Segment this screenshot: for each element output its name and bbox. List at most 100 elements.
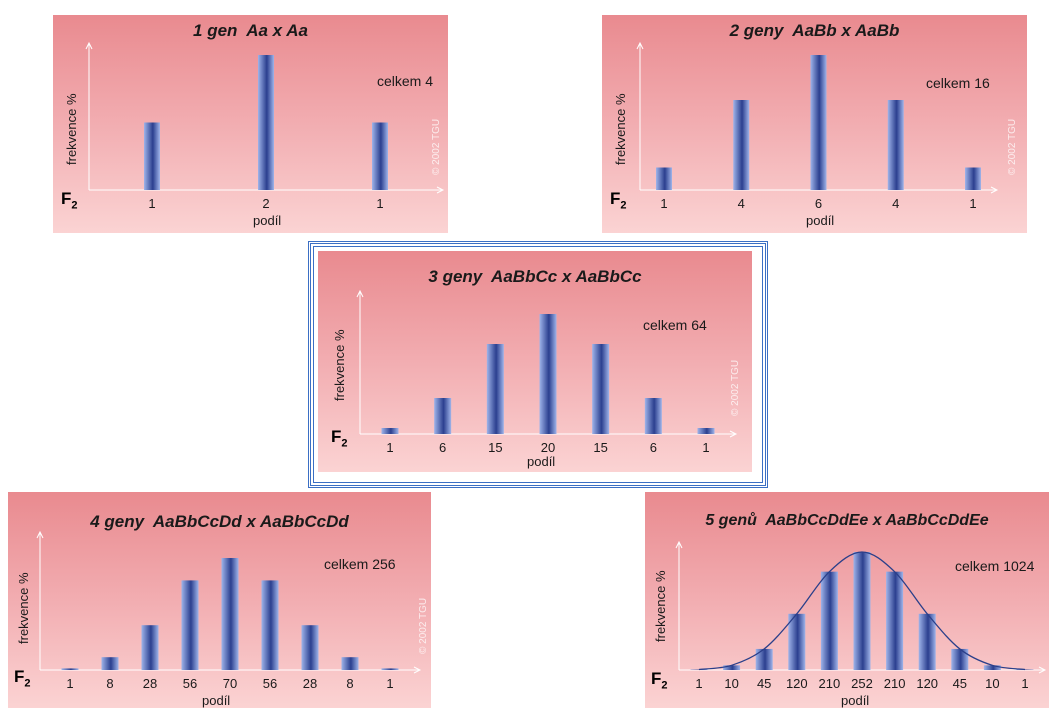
bar [853,552,871,670]
x-tick-label: 120 [916,676,938,691]
bar [656,167,672,190]
chart-title: 5 genů AaBbCcDdEe x AaBbCcDdEe [705,512,989,529]
x-axis-arrow [1038,666,1047,674]
generation-label: F2 [610,189,627,212]
bar [101,657,119,670]
y-axis-arrow [675,540,683,549]
bar [381,668,399,670]
x-tick-label: 28 [303,676,317,691]
bar [788,613,806,670]
total-label: celkem 64 [643,317,707,333]
bar [539,314,557,434]
chart-panel-1: 1 gen Aa x Aa celkem 4 frekvence % F2 po… [53,15,448,233]
total-label: celkem 4 [377,73,434,89]
plot-area: 1 2 1 [85,41,445,211]
x-axis-arrow [729,430,738,438]
x-tick-label: 210 [884,676,906,691]
x-tick-label: 1 [376,196,383,211]
x-tick-label: 10 [985,676,999,691]
x-tick-label: 6 [650,440,657,455]
bar [301,625,319,670]
bar [887,100,904,190]
bar [381,428,399,434]
y-axis-arrow [636,41,644,50]
x-tick-label: 70 [223,676,237,691]
bar [983,665,1001,670]
bar [755,648,773,670]
bar [886,571,904,670]
bar [181,580,199,670]
generation-label: F2 [14,667,31,690]
bar [372,122,388,190]
x-tick-label: 210 [819,676,841,691]
x-tick-label: 1 [969,196,976,211]
y-axis-arrow [36,530,44,539]
y-axis-arrow [356,289,364,298]
total-label: celkem 256 [324,556,396,572]
x-tick-label: 2 [262,196,269,211]
x-tick-label: 1 [66,676,73,691]
x-tick-label: 1 [660,196,667,211]
bar [144,122,160,190]
x-tick-label: 15 [593,440,607,455]
bar [261,580,279,670]
bar [733,100,750,190]
bar [258,55,274,190]
chart-panel-4: 4 geny AaBbCcDd x AaBbCcDd celkem 256 fr… [8,492,431,708]
x-tick-label: 120 [786,676,808,691]
plot-area: 1 6 15 20 15 6 1 [356,289,738,455]
x-axis-label: podíl [806,213,835,228]
x-tick-label: 6 [439,440,446,455]
bar [697,428,715,434]
bar [644,398,662,434]
bar [723,665,741,670]
x-tick-label: 4 [892,196,899,211]
y-axis-arrow [85,41,93,50]
chart-title: 3 geny AaBbCc x AaBbCc [428,267,642,286]
x-tick-label: 1 [386,676,393,691]
chart-panel-5: 5 genů AaBbCcDdEe x AaBbCcDdEe celkem 10… [645,492,1049,708]
chart-title: 4 geny AaBbCcDd x AaBbCcDd [90,512,349,531]
x-axis-label: podíl [253,213,282,228]
x-tick-label: 28 [143,676,157,691]
x-tick-label: 15 [488,440,502,455]
generation-label: F2 [61,189,78,212]
plot-area: 1 4 6 4 1 [636,41,999,211]
x-tick-label: 45 [757,676,771,691]
x-tick-label: 56 [263,676,277,691]
x-axis-arrow [990,186,999,194]
generation-label: F2 [331,427,348,450]
x-axis-label: podíl [841,693,870,708]
chart-frame-3: 3 geny AaBbCc x AaBbCc celkem 64 frekven… [308,241,768,488]
x-tick-label: 1 [148,196,155,211]
chart-panel-3: 3 geny AaBbCc x AaBbCc celkem 64 frekven… [318,251,752,472]
plot-area: 1 8 28 56 70 56 28 8 1 [36,530,422,691]
x-tick-label: 252 [851,676,873,691]
x-axis-label: podíl [202,693,231,708]
x-tick-label: 45 [953,676,967,691]
x-tick-label: 1 [702,440,709,455]
bar [61,668,79,670]
bar [221,558,239,670]
bar [486,344,504,434]
x-tick-label: 1 [1021,676,1028,691]
chart-title: 2 geny AaBb x AaBb [729,21,900,40]
bar [434,398,452,434]
bar [965,167,981,190]
bar [141,625,159,670]
x-tick-label: 1 [386,440,393,455]
plot-area: 1 10 45 120 210 252 210 120 45 10 1 [675,540,1047,691]
distribution-curve [698,551,1026,671]
bar [341,657,359,670]
generation-label: F2 [651,669,668,692]
x-tick-label: 4 [738,196,745,211]
bar [951,648,969,670]
chart-title: 1 gen Aa x Aa [193,21,308,40]
x-tick-label: 10 [724,676,738,691]
total-label: celkem 1024 [955,558,1035,574]
x-tick-label: 8 [106,676,113,691]
total-label: celkem 16 [926,75,990,91]
bar [810,55,827,190]
x-tick-label: 8 [346,676,353,691]
x-tick-label: 1 [695,676,702,691]
